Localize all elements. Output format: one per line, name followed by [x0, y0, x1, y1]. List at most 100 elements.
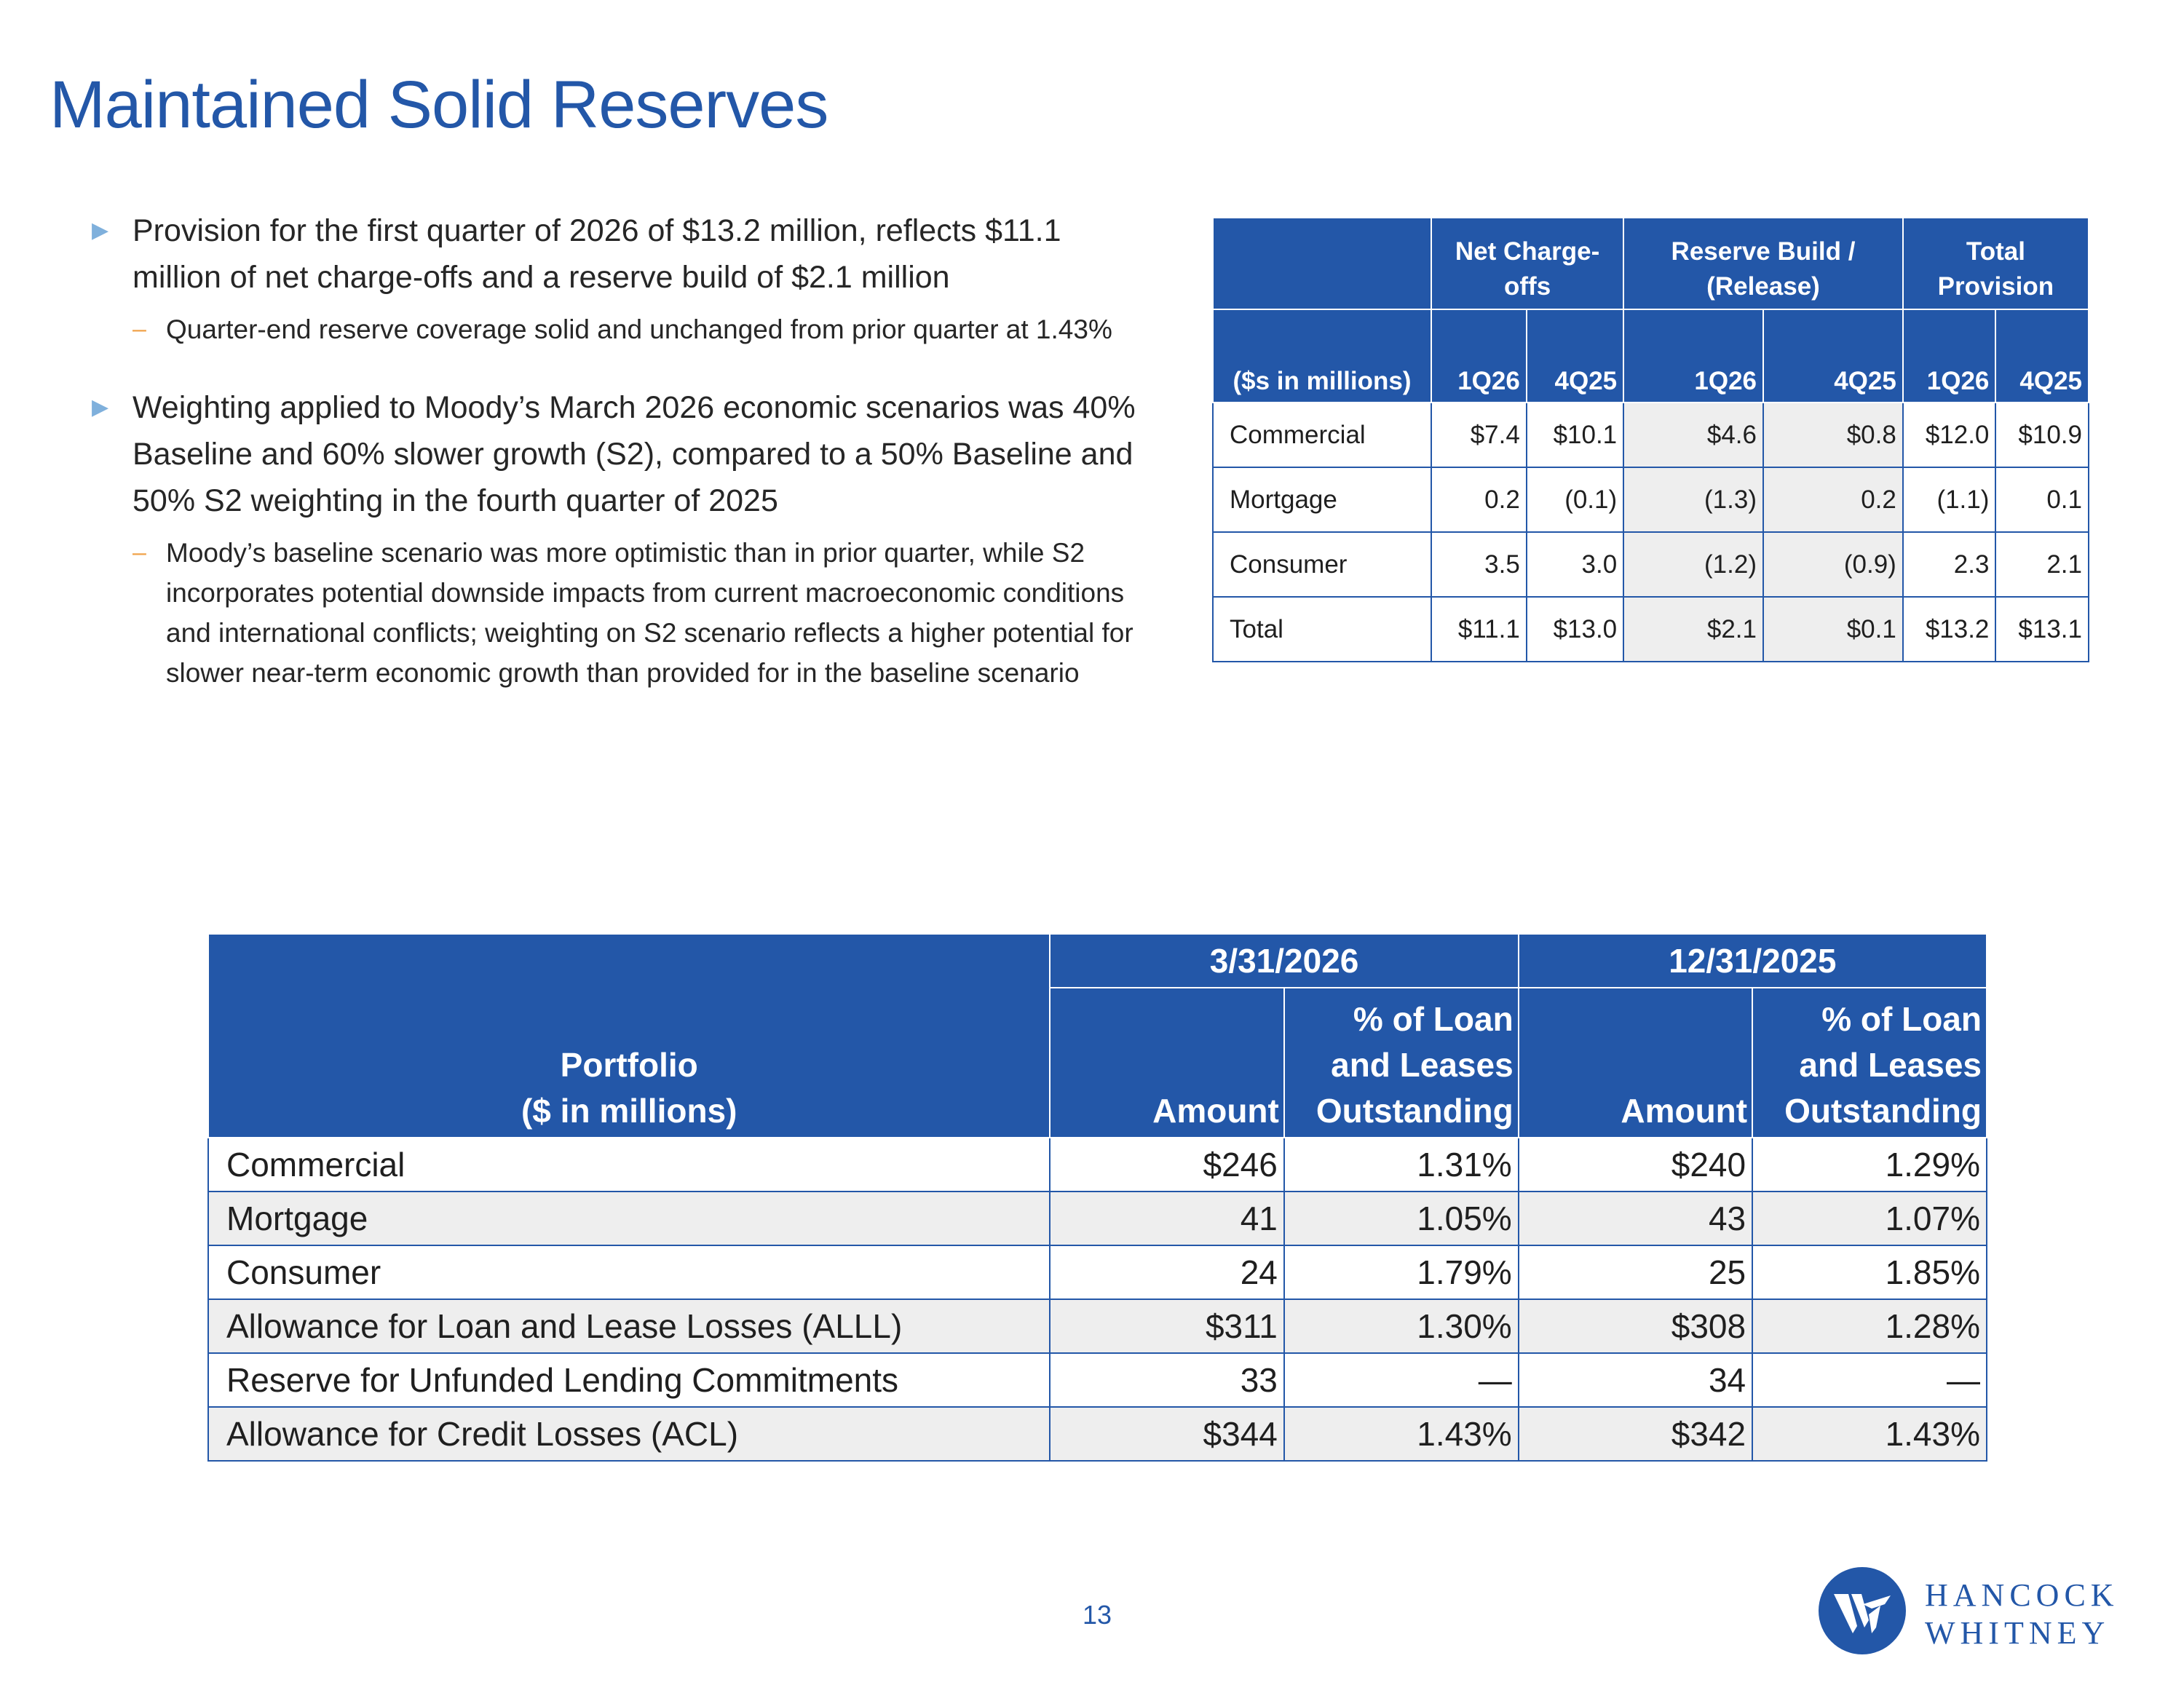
row-label: Mortgage [1212, 467, 1432, 533]
pct-header: % of Loan and Leases Outstanding [1283, 987, 1519, 1138]
table-cell: 1.79% [1283, 1245, 1519, 1300]
table-row: Commercial $7.4 $10.1 $4.6 $0.8 $12.0 $10.9 [1212, 402, 2089, 468]
table-cell: $2.1 [1623, 596, 1764, 662]
units-header: ($s in millions) [1212, 309, 1432, 403]
logo-mark-icon [1819, 1567, 1906, 1654]
table-cell: $7.4 [1431, 402, 1527, 468]
table-cell: (0.1) [1525, 467, 1625, 533]
date-header: 12/31/2025 [1517, 933, 1988, 988]
table-cell: $311 [1049, 1299, 1285, 1354]
group-header-net-charge-offs: Net Charge-offs [1430, 217, 1625, 310]
row-label: Allowance for Loan and Lease Losses (ALL… [207, 1299, 1051, 1354]
table-cell: (1.1) [1902, 467, 1997, 533]
table-row: Reserve for Unfunded Lending Commitments… [207, 1352, 1987, 1408]
table-cell: (1.2) [1623, 531, 1764, 598]
table-row: Allowance for Loan and Lease Losses (ALL… [207, 1299, 1987, 1354]
table-cell: $0.1 [1762, 596, 1904, 662]
bullet-list: ▶ Provision for the first quarter of 202… [87, 207, 1150, 693]
bullet-text: Weighting applied to Moody’s March 2026 … [132, 390, 1136, 518]
table-cell: 1.30% [1283, 1299, 1519, 1354]
table-cell: — [1283, 1352, 1519, 1408]
table-cell: 1.29% [1752, 1137, 1987, 1192]
table-cell: $308 [1517, 1299, 1754, 1354]
table-cell: 0.2 [1431, 467, 1527, 533]
sub-bullet-item: – Moody’s baseline scenario was more opt… [87, 533, 1150, 693]
dash-bullet-icon: – [132, 539, 146, 566]
date-header: 3/31/2026 [1049, 933, 1519, 988]
portfolio-header: Portfolio ($ in millions) [207, 933, 1051, 1138]
pct-header: % of Loan and Leases Outstanding [1752, 987, 1987, 1138]
table-row: Total $11.1 $13.0 $2.1 $0.1 $13.2 $13.1 [1212, 596, 2089, 662]
table-cell: $10.1 [1525, 402, 1625, 468]
table-cell: — [1752, 1352, 1987, 1408]
table-cell: 33 [1049, 1352, 1285, 1408]
table-cell: $0.8 [1762, 402, 1904, 468]
row-label: Allowance for Credit Losses (ACL) [207, 1406, 1051, 1462]
row-label: Consumer [207, 1245, 1051, 1300]
table-cell: 34 [1517, 1352, 1754, 1408]
amount-header: Amount [1517, 987, 1754, 1138]
amount-header: Amount [1049, 987, 1285, 1138]
page-title: Maintained Solid Reserves [50, 68, 828, 142]
table-cell: (0.9) [1762, 531, 1904, 598]
table-cell: 2.3 [1902, 531, 1997, 598]
table-cell: 1.07% [1752, 1191, 1987, 1246]
table-cell: $13.0 [1525, 596, 1625, 662]
sub-bullet-text: Quarter-end reserve coverage solid and u… [166, 314, 1112, 344]
row-label: Reserve for Unfunded Lending Commitments [207, 1352, 1051, 1408]
period-header: 1Q26 [1431, 309, 1527, 403]
table-cell: $240 [1517, 1137, 1754, 1192]
logo-wordmark: HANCOCK WHITNEY [1925, 1577, 2119, 1651]
table-cell: 2.1 [1995, 531, 2089, 598]
page-number: 13 [1083, 1600, 1112, 1630]
table-cell: $13.2 [1902, 596, 1997, 662]
sub-bullet-item: – Quarter-end reserve coverage solid and… [87, 309, 1150, 349]
row-label: Mortgage [207, 1191, 1051, 1246]
bullet-item: ▶ Provision for the first quarter of 202… [87, 207, 1150, 301]
period-header: 1Q26 [1623, 309, 1764, 403]
table-cell: 0.2 [1762, 467, 1904, 533]
table-cell: $11.1 [1431, 596, 1527, 662]
table-cell: 41 [1049, 1191, 1285, 1246]
table-cell: 1.85% [1752, 1245, 1987, 1300]
hancock-whitney-logo: HANCOCK WHITNEY [1818, 1566, 2131, 1661]
table-cell: $12.0 [1902, 402, 1997, 468]
period-header: 4Q25 [1995, 309, 2089, 403]
provision-table: Net Charge-offs Reserve Build / (Release… [1212, 217, 2090, 662]
table-cell: $342 [1517, 1406, 1754, 1462]
table-cell: 3.5 [1431, 531, 1527, 598]
table-cell: 24 [1049, 1245, 1285, 1300]
period-header: 4Q25 [1762, 309, 1904, 403]
table-cell: 1.43% [1752, 1406, 1987, 1462]
period-header: 1Q26 [1902, 309, 1997, 403]
table-cell: 3.0 [1525, 531, 1625, 598]
dash-bullet-icon: – [132, 315, 146, 343]
group-header-reserve-build: Reserve Build / (Release) [1623, 217, 1904, 310]
corner-cell [1212, 217, 1432, 310]
table-row: Allowance for Credit Losses (ACL) $344 1.4… [207, 1406, 1987, 1462]
row-label: Commercial [207, 1137, 1051, 1192]
table-row: Consumer 3.5 3.0 (1.2) (0.9) 2.3 2.1 [1212, 531, 2089, 598]
table-cell: 1.43% [1283, 1406, 1519, 1462]
row-label: Consumer [1212, 531, 1432, 598]
table-cell: $246 [1049, 1137, 1285, 1192]
triangle-bullet-icon: ▶ [92, 395, 109, 419]
bullet-text: Provision for the first quarter of 2026 … [132, 213, 1061, 295]
table-cell: 1.31% [1283, 1137, 1519, 1192]
table-cell: $4.6 [1623, 402, 1764, 468]
table-cell: 0.1 [1995, 467, 2089, 533]
table-cell: (1.3) [1623, 467, 1764, 533]
bullet-item: ▶ Weighting applied to Moody’s March 202… [87, 384, 1150, 524]
table-cell: 43 [1517, 1191, 1754, 1246]
table-cell: $344 [1049, 1406, 1285, 1462]
row-label: Commercial [1212, 402, 1432, 468]
triangle-bullet-icon: ▶ [92, 218, 109, 242]
table-row: Commercial $246 1.31% $240 1.29% [207, 1137, 1987, 1192]
table-cell: 25 [1517, 1245, 1754, 1300]
group-header-total-provision: Total Provision [1902, 217, 2090, 310]
portfolio-table: Portfolio ($ in millions) 3/31/2026 12/3… [207, 933, 1988, 1462]
table-cell: 1.05% [1283, 1191, 1519, 1246]
table-cell: 1.28% [1752, 1299, 1987, 1354]
row-label: Total [1212, 596, 1432, 662]
period-header: 4Q25 [1525, 309, 1625, 403]
